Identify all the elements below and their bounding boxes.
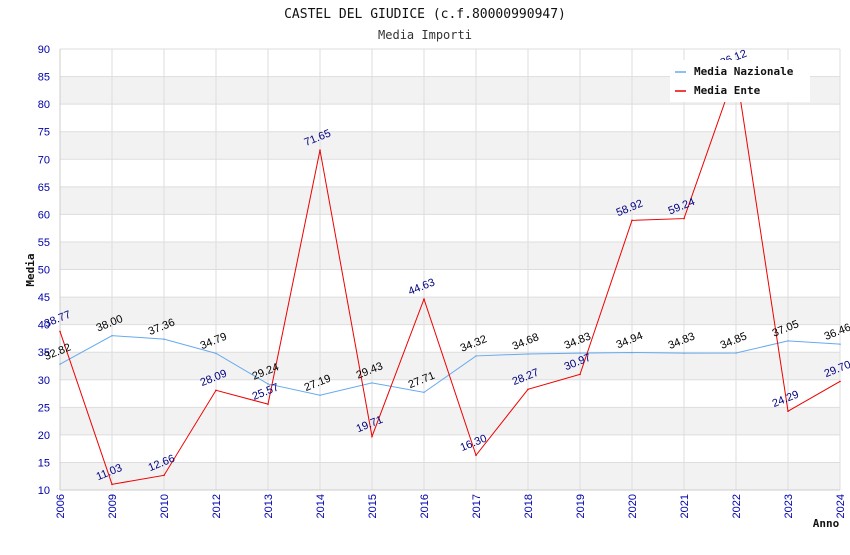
x-tick-label: 2022 xyxy=(731,494,743,518)
y-tick-label: 35 xyxy=(38,347,50,359)
data-point xyxy=(631,351,633,354)
x-tick-label: 2023 xyxy=(783,494,795,518)
data-point xyxy=(319,394,321,397)
axes: 10 15 20 25 30 35 40 45 50 55 60 65 70 75 80 85 90 2006 20… xyxy=(38,44,847,518)
grid-band xyxy=(60,104,840,132)
grid-band xyxy=(60,159,840,187)
data-point xyxy=(787,410,789,413)
y-axis-label: Media xyxy=(24,253,37,286)
x-tick-label: 2018 xyxy=(523,494,535,518)
y-tick-label: 70 xyxy=(38,154,50,166)
y-tick-label: 65 xyxy=(38,182,50,194)
y-tick-label: 15 xyxy=(38,457,50,469)
grid-band xyxy=(60,269,840,298)
data-point xyxy=(59,363,61,366)
data-point xyxy=(527,353,529,355)
data-point xyxy=(787,340,789,342)
data-point xyxy=(423,298,425,300)
grid-band xyxy=(60,214,840,242)
legend: Media Nazionale Media Ente xyxy=(670,60,810,102)
data-point xyxy=(215,352,217,355)
x-tick-label: 2017 xyxy=(471,494,483,518)
grid-band xyxy=(60,434,840,463)
data-point xyxy=(839,343,841,345)
data-point xyxy=(163,338,165,340)
x-tick-label: 2020 xyxy=(627,494,639,518)
grid-band xyxy=(60,407,840,435)
x-tick-label: 2006 xyxy=(55,494,67,518)
y-tick-label: 85 xyxy=(38,72,50,84)
y-tick-label: 80 xyxy=(38,99,50,111)
data-point xyxy=(267,403,269,405)
data-point xyxy=(215,389,217,392)
y-tick-label: 30 xyxy=(38,375,50,387)
x-tick-label: 2014 xyxy=(315,494,327,518)
data-point xyxy=(579,352,581,354)
y-tick-label: 45 xyxy=(38,292,50,304)
grid-band xyxy=(60,241,840,270)
data-point xyxy=(371,382,373,384)
x-axis-label: Anno xyxy=(813,517,840,530)
data-point xyxy=(527,388,529,391)
grid-band xyxy=(60,131,840,160)
legend-label-media-nazionale: Media Nazionale xyxy=(694,65,794,78)
y-tick-label: 75 xyxy=(38,127,50,139)
data-point xyxy=(163,474,165,477)
chart-title: CASTEL DEL GIUDICE (c.f.80000990947) xyxy=(284,7,566,22)
grid-band xyxy=(60,462,840,490)
data-point xyxy=(59,330,61,333)
data-point xyxy=(579,373,581,376)
data-point xyxy=(683,352,685,354)
grid-band xyxy=(60,186,840,215)
data-point xyxy=(371,435,373,438)
y-tick-label: 90 xyxy=(38,44,50,56)
gridlines xyxy=(59,48,841,491)
y-tick-label: 50 xyxy=(38,265,50,277)
x-tick-label: 2012 xyxy=(211,494,223,518)
x-tick-label: 2010 xyxy=(159,494,171,518)
data-point xyxy=(111,334,113,337)
series-line-media-nazionale xyxy=(59,335,841,396)
data-point xyxy=(631,219,633,222)
series-line-media-ente xyxy=(59,70,841,485)
x-tick-label: 2019 xyxy=(575,494,587,518)
x-tick-label: 2015 xyxy=(367,494,379,518)
y-tick-label: 10 xyxy=(38,485,50,497)
series-lines xyxy=(59,69,841,486)
chart-subtitle: Media Importi xyxy=(378,28,472,42)
y-tick-label: 25 xyxy=(38,402,50,414)
grid-band xyxy=(60,379,840,408)
grid-bands xyxy=(60,49,840,490)
legend-label-media-ente: Media Ente xyxy=(694,84,761,97)
x-tick-label: 2009 xyxy=(107,494,119,518)
y-tick-label: 20 xyxy=(38,430,50,442)
x-tick-label: 2016 xyxy=(419,494,431,518)
x-tick-label: 2013 xyxy=(263,494,275,518)
grid-band xyxy=(60,352,840,380)
data-point xyxy=(423,391,425,394)
legend-box xyxy=(670,60,810,102)
y-tick-label: 55 xyxy=(38,237,50,249)
data-point xyxy=(111,483,113,486)
x-tick-label: 2021 xyxy=(679,494,691,518)
data-point xyxy=(475,355,477,357)
grid-band xyxy=(60,297,840,325)
y-tick-label: 60 xyxy=(38,209,50,221)
data-point xyxy=(267,383,269,385)
data-point xyxy=(475,454,477,457)
grid-band xyxy=(60,324,840,353)
data-point xyxy=(735,352,737,354)
x-tick-label: 2024 xyxy=(835,494,847,518)
data-point xyxy=(839,380,841,383)
y-tick-label: 40 xyxy=(38,320,50,332)
data-point xyxy=(319,149,321,151)
data-point xyxy=(683,217,685,220)
